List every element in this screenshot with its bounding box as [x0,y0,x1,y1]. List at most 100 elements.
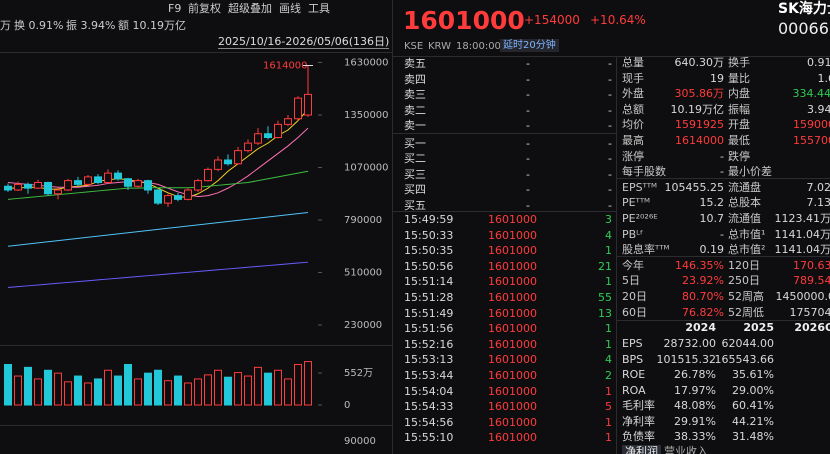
candle-body [104,172,112,183]
fin-value: 38.33% [674,430,716,443]
volume-bar [294,363,302,406]
book-volume: - [608,167,612,181]
trade-time: 15:50:56 [404,259,454,273]
trade-price: 1601000 [488,213,537,226]
fin-header: 2024 [685,321,716,334]
exchange: KSE [404,41,424,52]
fin-value: 26.78% [674,368,716,381]
trade-volume: 13 [598,306,612,320]
divider [0,425,392,426]
stat-value: 1123.41万亿 [774,212,830,225]
candle-body [244,142,252,152]
candle-body [164,195,172,204]
book-level: 买二 [404,152,426,165]
stat-value: 80.70% [682,290,724,303]
fin-header: 2026Q1 [794,321,830,334]
stat-value: 1590000 [793,118,830,132]
y-tick-label: 510000 [344,268,382,279]
stat-label: 250日 [728,274,760,288]
candle-body [124,178,132,187]
tab: 营业收入 [664,445,708,454]
fin-value: 35.61% [732,368,774,381]
trade-volume: 4 [605,353,612,367]
book-level: 卖二 [404,103,426,117]
stat-label: PEᵀᵀᴹ [622,196,651,210]
stat-label: 今年 [622,258,644,272]
stat-value: 146.35% [675,258,724,272]
volume-bar [114,375,122,406]
book-volume: - [608,152,612,165]
stat-value: 1450000.00 [775,290,830,303]
tab: 净利润 [622,445,661,454]
candle-body [34,182,42,189]
trade-volume: 1 [605,431,612,445]
date-range: 2025/10/16-2026/05/06(136日) [218,35,390,49]
book-volume: - [608,183,612,196]
candle-body [154,189,162,204]
stat-value: 1591925 [675,118,724,132]
volume-bar [24,366,32,406]
stat-label: 现手 [622,71,644,85]
trade-volume: 2 [605,369,612,382]
book-price: - [526,88,530,101]
fin-value: 44.21% [732,414,774,428]
fin-label: BPS [622,352,644,366]
trade-price: 1601000 [488,415,537,429]
trade-volume: 3 [605,213,612,226]
trade-price: 1601000 [488,244,537,258]
fin-label: 负债率 [622,430,655,443]
divider [617,256,830,257]
volume-bar [304,361,312,406]
stat-value: - [720,149,724,163]
trade-time: 15:54:56 [404,415,454,429]
volume-bar [184,382,192,406]
volume-bar [194,378,202,406]
stat-label: 20日 [622,290,647,303]
book-volume: - [608,72,612,86]
stat-label: 振幅 [728,102,750,116]
stat-value: 1557000 [793,134,830,147]
stat-value: - [720,165,724,179]
stat-value: 305.86万 [674,87,725,101]
stock-code: 000660 [778,19,830,38]
trade-time: 15:51:28 [404,291,454,304]
divider [0,345,392,346]
stat-label: PBᴸᶠ [622,227,644,241]
volume-bar [124,363,132,406]
summary-item: 振 3.94% [66,19,116,32]
candle-body [114,172,122,180]
volume-bar [154,369,162,406]
trade-time: 15:50:35 [404,244,454,258]
change: +154000 [524,13,580,27]
toolbar-item: 画线 [279,2,301,15]
change-pct: +10.64% [590,13,646,27]
book-level: 买四 [404,183,426,196]
fin-value: 31.48% [732,430,774,443]
y-tick-label: 90000 [344,436,376,447]
volume-bar [274,369,282,406]
fin-value: 17.97% [674,383,716,397]
candle-body [204,168,212,182]
candle-body [254,133,262,144]
trade-price: 1601000 [488,322,537,336]
book-price: - [526,152,530,165]
candle-body [264,133,272,138]
stat-label: 每手股数 [622,165,666,179]
stat-label: 开盘 [728,118,750,132]
y-tick-label: 0 [344,400,350,411]
volume-bar [264,372,272,406]
stat-label: 5日 [622,274,640,288]
volume-bar [234,372,242,406]
book-level: 卖三 [404,88,426,101]
stat-value: 0.19 [699,243,725,257]
fin-value: 29.00% [732,383,774,397]
candle-body [294,97,302,120]
divider [0,52,392,53]
volume-bar [144,372,152,406]
book-level: 买五 [404,198,426,212]
trade-price: 1601000 [488,400,537,414]
fin-value: 29.91% [674,414,716,428]
trade-time: 15:54:04 [404,384,454,398]
candle-body [54,189,62,195]
